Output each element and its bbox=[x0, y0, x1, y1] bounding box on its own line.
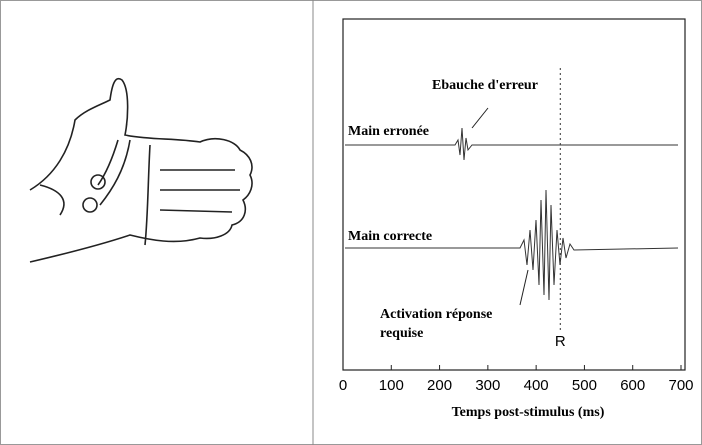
x-tick-label: 700 bbox=[668, 377, 693, 394]
trace-label: Main erronée bbox=[348, 124, 429, 139]
marker-label: R bbox=[555, 333, 566, 350]
x-tick-label: 100 bbox=[379, 377, 404, 394]
annotation: Ebauche d'erreur bbox=[432, 78, 538, 93]
arrow bbox=[519, 269, 529, 306]
x-tick-label: 500 bbox=[572, 377, 597, 394]
x-tick-label: 400 bbox=[524, 377, 549, 394]
trace-correct bbox=[345, 189, 679, 301]
x-axis-label: Temps post-stimulus (ms) bbox=[452, 405, 605, 420]
annotation: Activation réponse requise bbox=[380, 307, 493, 341]
x-tick-label: 0 bbox=[339, 377, 347, 394]
x-tick-label: 600 bbox=[620, 377, 645, 394]
x-tick-label: 200 bbox=[427, 377, 452, 394]
arrow bbox=[471, 107, 489, 129]
trace-label: Main correcte bbox=[348, 229, 432, 244]
plot-area bbox=[342, 18, 686, 371]
trace-error bbox=[345, 127, 678, 161]
x-tick-label: 300 bbox=[475, 377, 500, 394]
hand-drawing bbox=[29, 78, 253, 263]
